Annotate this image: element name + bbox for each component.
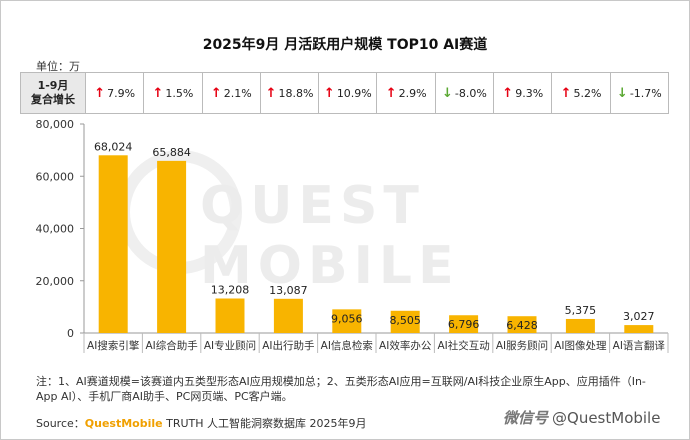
growth-value: 1.5% bbox=[165, 86, 194, 100]
growth-value: -1.7% bbox=[629, 86, 662, 100]
bar bbox=[215, 298, 245, 333]
data-label: 68,024 bbox=[94, 140, 133, 153]
data-label: 6,796 bbox=[448, 318, 480, 331]
bar bbox=[507, 316, 537, 333]
wechat-label: 微信号 bbox=[503, 409, 549, 427]
bar bbox=[98, 155, 128, 333]
growth-header-line2: 复合增长 bbox=[31, 93, 75, 106]
source-rest: TRUTH 人工智能洞察数据库 2025年9月 bbox=[162, 417, 367, 430]
y-tick-label: 80,000 bbox=[36, 118, 75, 131]
y-tick-label: 60,000 bbox=[36, 170, 75, 183]
growth-cell: ↑ 7.9% bbox=[86, 73, 145, 113]
data-label: 8,505 bbox=[389, 314, 421, 327]
data-label: 13,087 bbox=[269, 284, 308, 297]
growth-value: 5.2% bbox=[573, 86, 602, 100]
growth-value: 2.1% bbox=[223, 86, 252, 100]
watermark-text: QUEST MOBILE bbox=[200, 176, 460, 296]
x-tick-label: AI出行助手 bbox=[262, 339, 314, 352]
y-tick-label: 40,000 bbox=[36, 223, 75, 236]
bar bbox=[565, 318, 595, 333]
x-tick-label: AI图像处理 bbox=[554, 340, 607, 352]
growth-header-line1: 1-9月 bbox=[37, 79, 69, 92]
x-tick-label: AI语言翻译 bbox=[613, 339, 666, 352]
x-tick-label: AI综合助手 bbox=[145, 339, 197, 352]
bar bbox=[157, 160, 187, 333]
x-tick-label: AI效率办公 bbox=[379, 339, 432, 352]
growth-cell: ↑ 10.9% bbox=[319, 73, 378, 113]
arrow-up-icon: ↑ bbox=[210, 85, 222, 101]
arrow-up-icon: ↑ bbox=[94, 85, 106, 101]
arrow-down-icon: ↓ bbox=[616, 85, 628, 101]
source-brand: QuestMobile bbox=[84, 417, 163, 430]
bar bbox=[390, 310, 420, 333]
growth-cell: ↑ 2.1% bbox=[203, 73, 261, 113]
arrow-down-icon: ↓ bbox=[442, 85, 453, 101]
footnote: 注：1、AI赛道规模=该赛道内五类型形态AI应用规模加总；2、五类形态AI应用=… bbox=[36, 375, 646, 403]
y-tick-label: 0 bbox=[67, 327, 74, 340]
data-label: 65,884 bbox=[152, 146, 191, 159]
x-tick-label: AI服务顾问 bbox=[496, 339, 548, 352]
x-tick-label: AI搜索引擎 bbox=[87, 339, 140, 352]
source-prefix: Source： bbox=[36, 417, 85, 430]
wechat-badge: 微信号 @QuestMobile bbox=[503, 407, 660, 428]
arrow-up-icon: ↑ bbox=[265, 85, 277, 101]
growth-table: 1-9月 复合增长 ↑ 7.9% ↑ 1.5% ↑ 2.1% ↑ 18.8% ↑ 10.9% ↑ 2.… bbox=[20, 72, 669, 114]
growth-value: 9.3% bbox=[515, 86, 544, 100]
growth-cell: ↑ 9.3% bbox=[494, 73, 553, 113]
bar bbox=[273, 298, 303, 333]
y-tick-label: 20,000 bbox=[36, 275, 75, 288]
source-line: Source：QuestMobile TRUTH 人工智能洞察数据库 2025年… bbox=[36, 415, 367, 431]
x-tick-label: AI社交互动 bbox=[437, 339, 489, 352]
growth-value: 2.9% bbox=[398, 86, 427, 100]
x-tick-label: AI信息检索 bbox=[321, 339, 373, 352]
x-tick-label: AI专业顾问 bbox=[204, 339, 256, 352]
wechat-handle: @QuestMobile bbox=[552, 409, 661, 427]
growth-value: 10.9% bbox=[336, 86, 372, 100]
chart-title: 2025年9月 月活跃用户规模 TOP10 AI赛道 bbox=[202, 37, 488, 53]
data-label: 5,375 bbox=[565, 304, 597, 317]
growth-cell: ↓ -1.7% bbox=[611, 73, 668, 113]
data-label: 3,027 bbox=[623, 310, 655, 323]
growth-value: -8.0% bbox=[454, 86, 487, 100]
growth-cell: ↑ 5.2% bbox=[552, 73, 611, 113]
arrow-up-icon: ↑ bbox=[323, 85, 335, 101]
data-label: 9,056 bbox=[331, 312, 363, 325]
growth-value: 18.8% bbox=[278, 86, 314, 100]
growth-cell: ↑ 18.8% bbox=[261, 73, 320, 113]
data-label: 13,208 bbox=[211, 283, 250, 296]
arrow-up-icon: ↑ bbox=[385, 85, 397, 101]
growth-cell: ↑ 2.9% bbox=[377, 73, 436, 113]
growth-value: 7.9% bbox=[107, 86, 136, 100]
bar bbox=[332, 309, 362, 333]
data-label: 6,428 bbox=[506, 319, 538, 332]
bar bbox=[449, 315, 479, 333]
growth-header: 1-9月 复合增长 bbox=[21, 73, 86, 113]
bar bbox=[624, 325, 654, 333]
unit-label: 单位：万 bbox=[36, 60, 80, 73]
growth-cell: ↑ 1.5% bbox=[144, 73, 203, 113]
arrow-up-icon: ↑ bbox=[152, 85, 164, 101]
arrow-up-icon: ↑ bbox=[502, 85, 514, 101]
arrow-up-icon: ↑ bbox=[560, 85, 572, 101]
growth-cell: ↓ -8.0% bbox=[436, 73, 495, 113]
